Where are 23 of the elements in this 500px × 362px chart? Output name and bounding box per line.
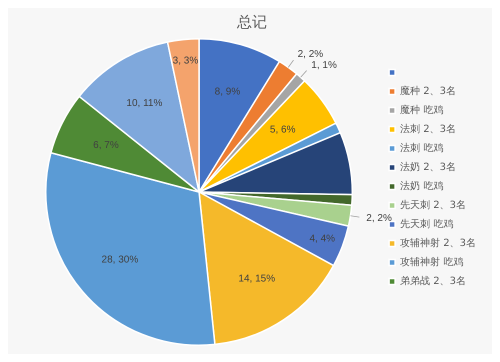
data-label: 14, 15% — [238, 274, 276, 285]
legend-label: 法刺 2、3名 — [400, 123, 456, 136]
legend-label: 攻辅神射 吃鸡 — [400, 256, 464, 268]
legend-label: 魔种 2、3名 — [400, 85, 456, 98]
legend-label: 弟弟战 2、3名 — [400, 275, 466, 288]
data-label: 28, 30% — [102, 254, 138, 266]
legend-label: 法刺 吃鸡 — [400, 142, 444, 154]
legend-label: 攻辅神射 2、3名 — [400, 237, 476, 250]
data-label: 5, 6% — [270, 124, 296, 136]
legend-label: 魔种 吃鸡 — [400, 104, 444, 116]
legend-label: 法奶 吃鸡 — [400, 180, 444, 192]
data-label: 1, 1% — [311, 60, 337, 72]
data-label: 2, 2% — [298, 49, 324, 60]
data-label: 10, 11% — [126, 98, 162, 110]
legend-label: 先天刺 2、3名 — [400, 199, 466, 212]
data-label: 3, 3% — [172, 56, 198, 67]
data-label: 6, 7% — [93, 140, 119, 151]
data-label: 8, 9% — [214, 86, 240, 98]
data-label: 4, 4% — [309, 233, 336, 244]
legend-label: 先天刺 吃鸡 — [400, 218, 454, 230]
chart-title: 总记 — [236, 12, 267, 31]
data-label: 2, 2% — [366, 212, 392, 224]
legend-label: 法奶 2、3名 — [400, 161, 456, 174]
